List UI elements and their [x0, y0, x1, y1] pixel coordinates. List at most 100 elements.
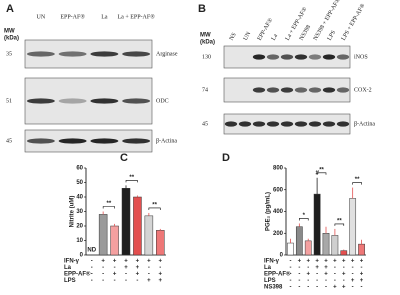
- lane-label: La + EPP-AF®: [117, 13, 155, 20]
- significance-bracket: [148, 207, 161, 210]
- condition-sign: -: [102, 278, 104, 284]
- condition-name: NS398: [264, 285, 283, 291]
- lane-label: EPP-AF®: [60, 13, 85, 20]
- y-tick-label: 0: [80, 253, 84, 259]
- band: [266, 87, 280, 93]
- condition-name: LPS: [264, 278, 276, 284]
- band: [294, 87, 308, 93]
- y-tick-label: 600: [273, 187, 284, 193]
- condition-sign: +: [342, 259, 346, 265]
- band: [308, 54, 322, 60]
- condition-sign: +: [159, 278, 163, 284]
- mw-value: 51: [6, 98, 12, 104]
- y-tick-label: 50: [76, 180, 83, 186]
- condition-sign: +: [360, 259, 364, 265]
- y-tick-label: 60: [76, 166, 83, 172]
- condition-sign: -: [289, 278, 291, 284]
- bar: [121, 188, 131, 256]
- condition-sign: -: [91, 259, 93, 265]
- mw-header: (kDa): [4, 36, 19, 42]
- band: [90, 138, 119, 144]
- condition-sign: +: [351, 259, 355, 265]
- condition-sign: -: [114, 278, 116, 284]
- condition-sign: -: [148, 272, 150, 278]
- condition-sign: -: [298, 265, 300, 271]
- significance-bracket: [334, 223, 345, 226]
- condition-name: La: [264, 265, 272, 271]
- lane-label: UN: [243, 31, 253, 42]
- y-tick-label: 400: [273, 209, 284, 215]
- band: [280, 87, 294, 93]
- lane-label: NS398 + EPP-AF®: [312, 0, 342, 42]
- condition-sign: -: [102, 265, 104, 271]
- band: [322, 121, 336, 127]
- condition-sign: -: [289, 259, 291, 265]
- condition-sign: -: [352, 265, 354, 271]
- condition-sign: -: [289, 285, 291, 291]
- condition-sign: +: [315, 265, 319, 271]
- y-axis-label: Nitrite (uM): [70, 196, 76, 228]
- condition-sign: -: [102, 272, 104, 278]
- bar: [133, 196, 142, 256]
- blot-strip: [24, 129, 153, 153]
- y-tick-label: 20: [76, 224, 83, 230]
- significance-bracket: [352, 182, 362, 185]
- band: [58, 138, 87, 144]
- bar: [358, 243, 365, 256]
- condition-sign: -: [91, 278, 93, 284]
- condition-sign: +: [333, 259, 337, 265]
- condition-sign: -: [114, 265, 116, 271]
- condition-sign: -: [334, 278, 336, 284]
- condition-sign: -: [361, 265, 363, 271]
- annotation: *: [303, 213, 306, 219]
- condition-sign: -: [159, 265, 161, 271]
- y-tick-label: 30: [76, 209, 83, 215]
- band: [58, 98, 87, 104]
- annotation: **: [129, 175, 134, 181]
- bar: [304, 240, 312, 256]
- significance-bracket: [299, 218, 309, 221]
- condition-sign: +: [342, 272, 346, 278]
- band: [280, 54, 294, 60]
- condition-name: EPP-AF®: [264, 271, 291, 278]
- band: [252, 121, 266, 127]
- y-tick-label: 40: [76, 195, 83, 201]
- annotation: #: [315, 170, 319, 176]
- mw-value: 35: [6, 51, 12, 57]
- band: [322, 54, 336, 60]
- condition-sign: -: [334, 272, 336, 278]
- band: [252, 87, 266, 93]
- mw-value: 45: [6, 138, 12, 144]
- annotation: ND: [87, 248, 96, 254]
- mw-header: MW: [4, 29, 15, 35]
- significance-bracket: [102, 206, 115, 209]
- condition-sign: -: [91, 272, 93, 278]
- band: [122, 51, 151, 57]
- bar: [313, 193, 321, 256]
- condition-sign: +: [324, 272, 328, 278]
- condition-sign: -: [316, 272, 318, 278]
- condition-sign: +: [351, 278, 355, 284]
- condition-sign: +: [342, 285, 346, 291]
- bar: [156, 230, 165, 256]
- band: [26, 138, 55, 144]
- condition-sign: +: [113, 259, 117, 265]
- condition-sign: -: [307, 265, 309, 271]
- condition-sign: -: [298, 285, 300, 291]
- band: [308, 87, 322, 93]
- panel-label: B: [198, 3, 206, 15]
- significance-bracket: [125, 180, 138, 183]
- condition-name: IFN-γ: [64, 259, 80, 265]
- mw-value: 74: [202, 87, 208, 93]
- condition-sign: -: [125, 272, 127, 278]
- condition-name: EPP-AF®: [64, 271, 91, 278]
- condition-sign: -: [352, 272, 354, 278]
- condition-sign: -: [298, 272, 300, 278]
- lane-label: LPS: [327, 30, 337, 42]
- condition-sign: -: [125, 278, 127, 284]
- bar: [144, 215, 154, 256]
- condition-sign: +: [159, 272, 163, 278]
- row-label: β-Actina: [156, 138, 177, 144]
- mw-header: MW: [200, 33, 211, 39]
- condition-sign: -: [307, 285, 309, 291]
